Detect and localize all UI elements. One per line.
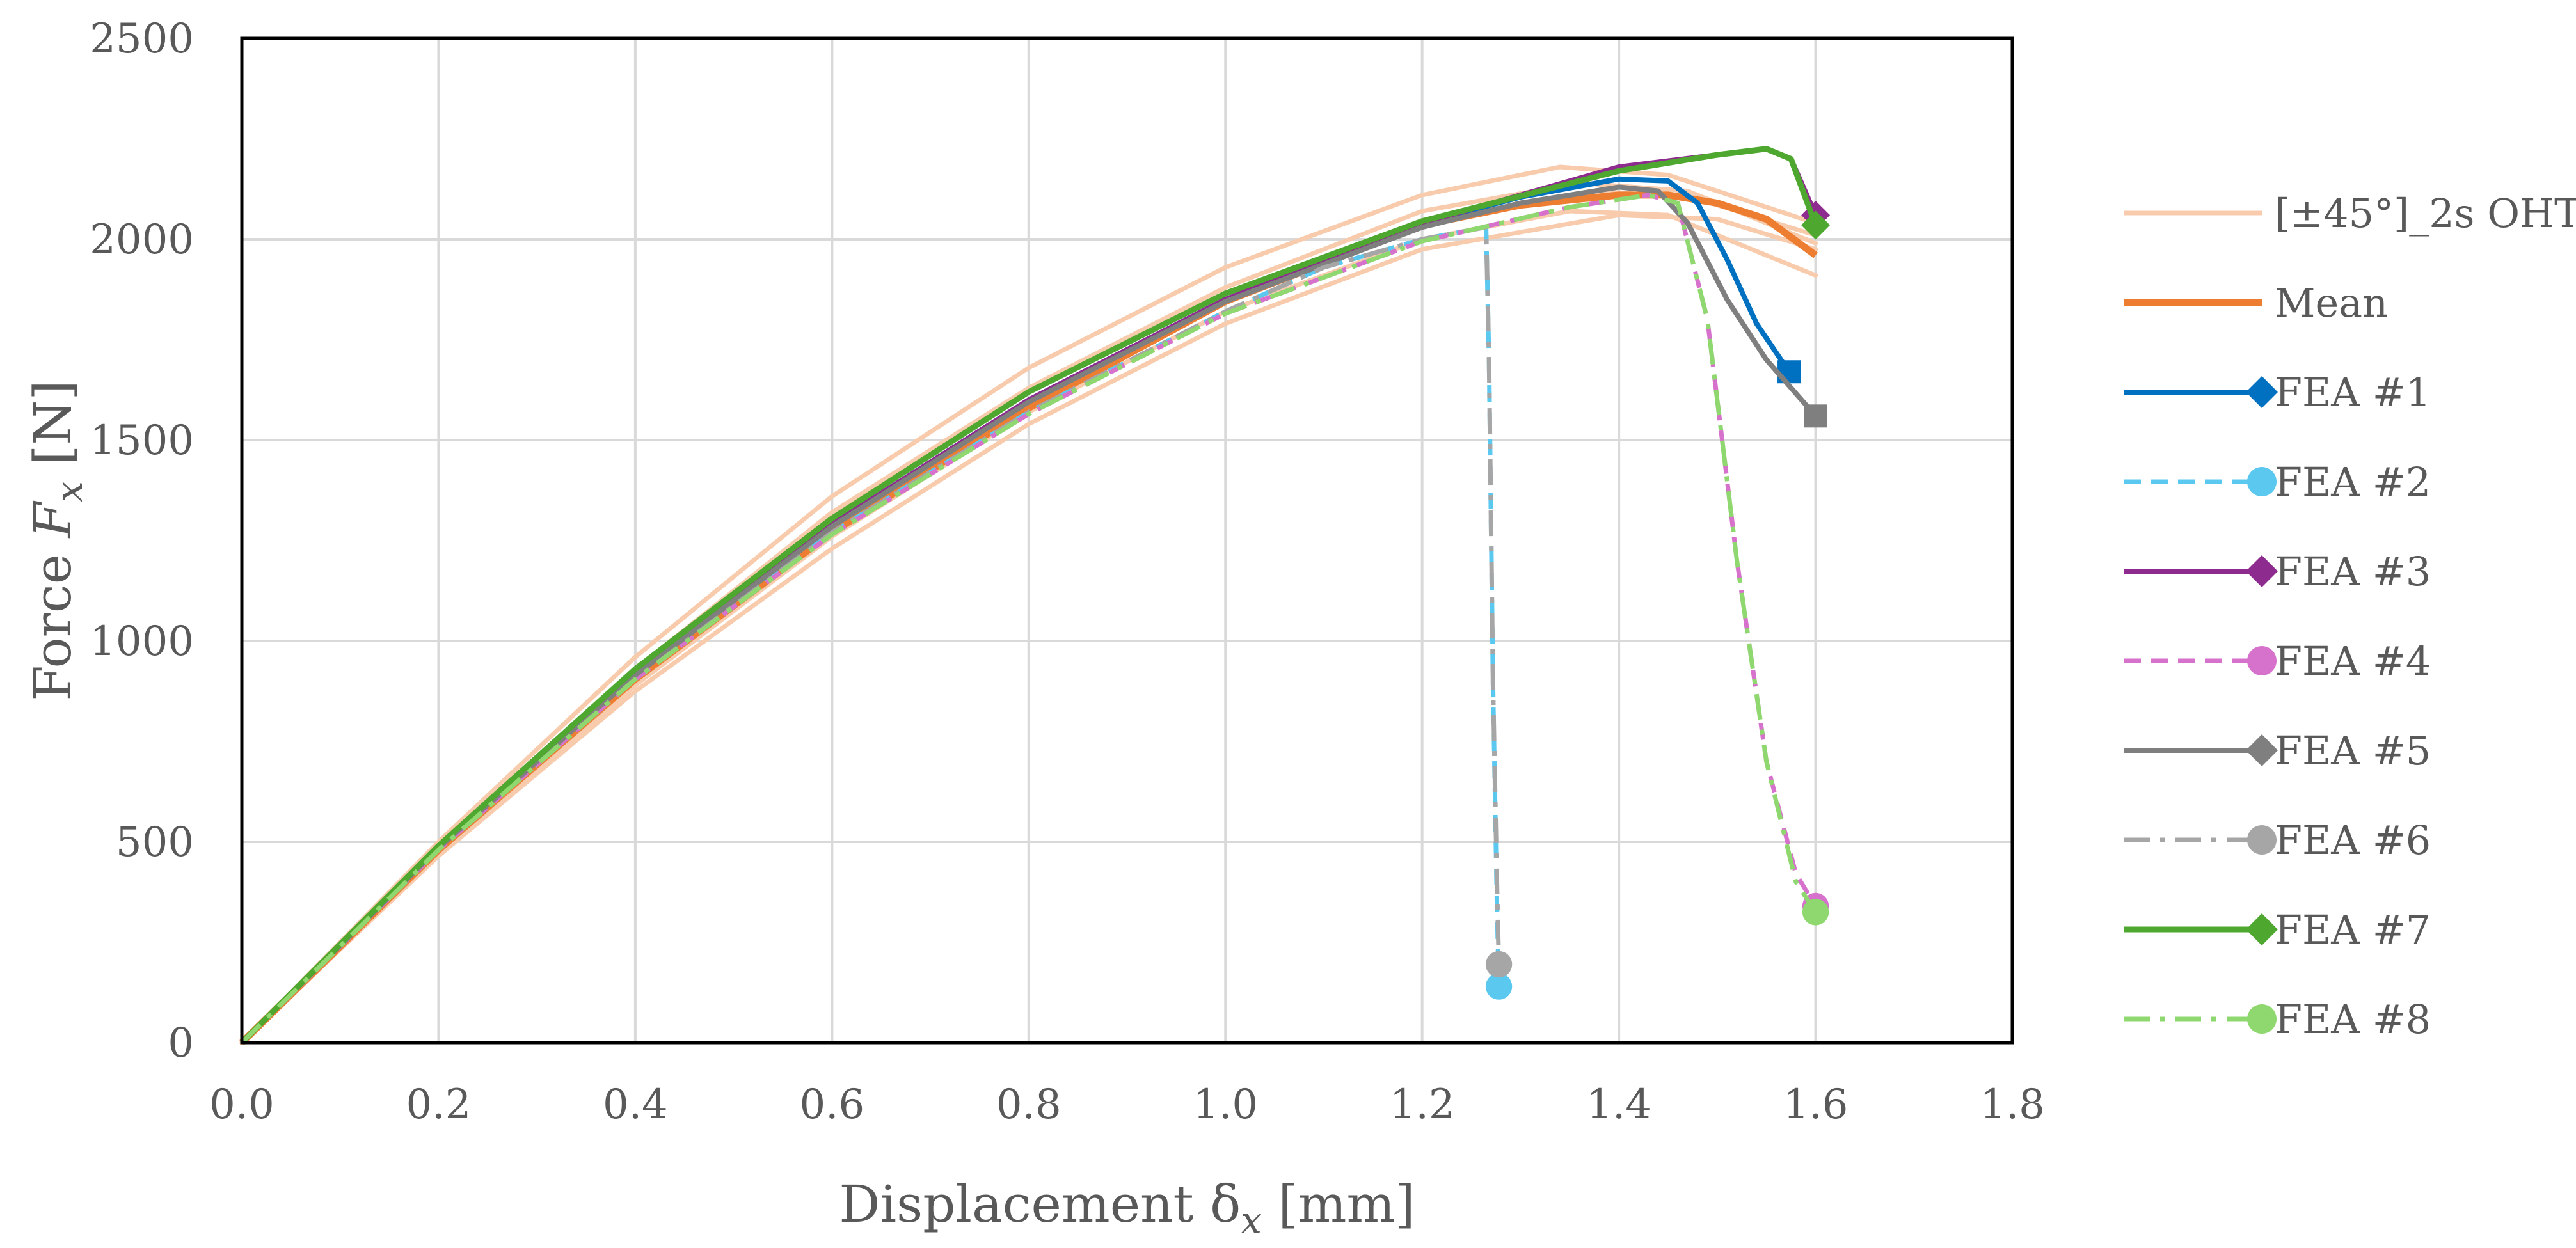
legend-marker <box>2246 555 2278 587</box>
legend-marker <box>2246 734 2278 766</box>
legend-item-fea-3: FEA #3 <box>2124 548 2431 595</box>
axes <box>240 36 2014 1045</box>
x-tick-label: 1.4 <box>1586 1081 1651 1128</box>
series-line-fea-1 <box>240 176 1792 1045</box>
fea-series <box>239 146 1831 1045</box>
series-end-marker-fea-6 <box>1485 951 1513 978</box>
series-end-marker-fea-7 <box>1801 210 1831 240</box>
legend-label: FEA #2 <box>2275 459 2431 505</box>
y-tick-label: 1000 <box>90 618 194 665</box>
legend-label: FEA #6 <box>2275 817 2431 864</box>
legend-marker <box>2247 825 2277 855</box>
axis-titles: Displacement δx [mm] Force Fx [N] <box>23 380 1415 1242</box>
series-end-marker-fea-2 <box>1485 973 1513 1000</box>
series-line-fea-6 <box>240 225 1502 1045</box>
legend-item-fea-6: FEA #6 <box>2124 817 2431 864</box>
tick-labels: 0.0 0.2 0.4 0.6 0.8 1.0 1.2 1.4 1.6 1.8 0 500 1000 15… <box>90 15 2045 1128</box>
legend-marker <box>2247 1004 2277 1034</box>
y-tick-label: 0 <box>168 1020 194 1067</box>
series-line-fea-5 <box>240 184 1818 1045</box>
legend: [±45°]_2s OHT Mean FEA #1 FEA #2 FEA #3 FEA #… <box>2124 190 2576 1043</box>
legend-label: [±45°]_2s OHT <box>2275 190 2576 237</box>
legend-marker <box>2247 467 2277 496</box>
y-axis-title: Force Fx [N] <box>23 380 91 700</box>
x-tick-label: 1.8 <box>1980 1081 2045 1128</box>
legend-item-mean: Mean <box>2124 280 2388 326</box>
y-tick-label: 2500 <box>90 15 194 63</box>
series-end-marker-fea-5 <box>1804 404 1827 428</box>
y-tick-label: 2000 <box>90 216 194 264</box>
plot-frame <box>240 36 2014 1045</box>
series-line-fea-7 <box>239 146 1818 1045</box>
y-tick-label: 1500 <box>90 417 194 464</box>
x-tick-label: 1.0 <box>1193 1081 1258 1128</box>
legend-marker <box>2246 913 2278 945</box>
legend-item-45-2s-oht: [±45°]_2s OHT <box>2124 190 2576 237</box>
legend-label: FEA #4 <box>2275 638 2431 684</box>
legend-label: FEA #5 <box>2275 727 2431 774</box>
legend-item-fea-5: FEA #5 <box>2124 727 2431 774</box>
legend-marker <box>2246 376 2278 408</box>
y-tick-label: 500 <box>116 819 194 866</box>
legend-label: FEA #3 <box>2275 548 2431 595</box>
x-tick-label: 0.4 <box>603 1081 668 1128</box>
legend-item-fea-2: FEA #2 <box>2124 459 2431 505</box>
legend-item-fea-7: FEA #7 <box>2124 906 2431 953</box>
legend-item-fea-8: FEA #8 <box>2124 996 2431 1043</box>
x-tick-label: 0.6 <box>799 1081 864 1128</box>
legend-item-fea-1: FEA #1 <box>2124 369 2431 416</box>
x-tick-label: 1.6 <box>1783 1081 1849 1128</box>
series-line-fea-2 <box>240 225 1502 1045</box>
x-tick-label: 0.0 <box>209 1081 274 1128</box>
legend-item-fea-4: FEA #4 <box>2124 638 2431 684</box>
experimental-curve-3 <box>239 212 1818 1045</box>
legend-marker <box>2247 646 2277 675</box>
legend-label: FEA #8 <box>2275 996 2431 1043</box>
x-axis-title: Displacement δx [mm] <box>839 1174 1415 1242</box>
x-tick-label: 1.2 <box>1390 1081 1455 1128</box>
legend-label: FEA #7 <box>2275 906 2431 953</box>
x-tick-label: 0.8 <box>996 1081 1061 1128</box>
legend-label: FEA #1 <box>2275 369 2431 416</box>
series-line-fea-8 <box>240 193 1818 1045</box>
series-end-marker-fea-8 <box>1802 899 1829 926</box>
grid-layer <box>242 37 2014 1043</box>
legend-label: Mean <box>2275 280 2388 326</box>
x-tick-label: 0.2 <box>406 1081 472 1128</box>
